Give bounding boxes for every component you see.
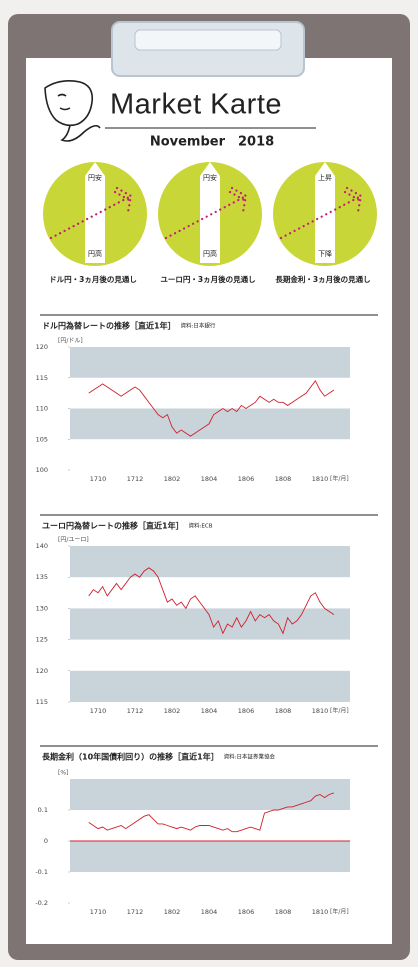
outlook-arrow — [279, 186, 363, 240]
x-tick-label: 1710 — [90, 707, 107, 715]
chart: ユーロ円為替レートの推移［直近1年］ 資料:ECB 115 120 125 130 135 1… — [36, 514, 378, 715]
chart: ドル円為替レートの推移［直近1年］ 資料:日本銀行 100 105 110 115 120 [… — [36, 314, 378, 483]
x-tick-label: 1806 — [238, 475, 255, 483]
grid-band — [70, 608, 350, 640]
x-tick-label: 1810 — [312, 475, 329, 483]
grid-band — [70, 408, 350, 440]
grid-band — [70, 670, 350, 702]
x-tick-label: 1710 — [90, 475, 107, 483]
y-tick-label: 0.1 — [38, 806, 48, 814]
y-tick-label: 140 — [36, 542, 48, 550]
y-tick-label: 0 — [44, 837, 48, 845]
y-unit: [%] — [58, 770, 68, 777]
x-tick-label: 1802 — [164, 475, 181, 483]
y-tick-label: 115 — [36, 374, 48, 382]
outlook-caption: ドル円・3ヵ月後の見通し — [49, 274, 137, 284]
x-tick-label: 1810 — [312, 908, 329, 916]
outlook-top: 上昇 — [318, 173, 332, 182]
outlook-bottom: 下降 — [318, 249, 332, 258]
x-tick-label: 1806 — [238, 908, 255, 916]
outlook-stripe — [200, 162, 220, 263]
outlook-caption: 長期金利・3ヵ月後の見通し — [275, 274, 370, 284]
y-tick-label: 110 — [36, 405, 48, 413]
outlook-arrow — [164, 186, 248, 240]
y-tick-label: 135 — [36, 573, 48, 581]
chart-source: 資料:日本銀行 — [181, 322, 216, 330]
x-unit: [年/月] — [330, 908, 349, 916]
x-tick-label: 1712 — [127, 475, 144, 483]
y-tick-label: 120 — [36, 667, 48, 675]
x-tick-label: 1804 — [201, 475, 218, 483]
x-tick-label: 1804 — [201, 908, 218, 916]
x-unit: [年/月] — [330, 707, 349, 715]
x-tick-label: 1806 — [238, 707, 255, 715]
chart: 長期金利（10年国債利回り）の推移［直近1年］ 資料:日本証券業協会 -0.2 -0.… — [35, 745, 378, 916]
x-tick-label: 1802 — [164, 908, 181, 916]
title: Market Karte — [110, 89, 282, 121]
y-tick-label: -0.1 — [35, 868, 48, 876]
chart-title: ユーロ円為替レートの推移［直近1年］ — [42, 521, 184, 531]
clip-hole — [134, 29, 282, 51]
data-line — [88, 567, 335, 635]
x-tick-label: 1810 — [312, 707, 329, 715]
y-unit: [円/ユーロ] — [58, 537, 89, 544]
chart-title: 長期金利（10年国債利回り）の推移［直近1年］ — [42, 752, 219, 762]
y-tick-label: 125 — [36, 636, 48, 644]
outlook-top: 円安 — [203, 173, 217, 182]
x-tick-label: 1710 — [90, 908, 107, 916]
grid-band — [70, 546, 350, 578]
y-tick-label: 100 — [36, 466, 48, 474]
y-tick-label: 130 — [36, 604, 48, 612]
y-tick-label: -0.2 — [35, 899, 48, 907]
grid-band — [70, 347, 350, 378]
outlook-top: 円安 — [88, 173, 102, 182]
y-tick-label: 120 — [36, 343, 48, 351]
charts: ドル円為替レートの推移［直近1年］ 資料:日本銀行 100 105 110 115 120 [… — [35, 314, 378, 916]
x-tick-label: 1712 — [127, 707, 144, 715]
y-tick-label: 115 — [36, 698, 48, 706]
chart-source: 資料:日本証券業協会 — [224, 753, 276, 761]
y-tick-label: 105 — [36, 435, 48, 443]
grid-band — [70, 779, 350, 810]
outlook-bottom: 円高 — [203, 249, 217, 258]
x-tick-label: 1808 — [275, 707, 292, 715]
outlooks: 円安円高ドル円・3ヵ月後の見通し円安円高ユーロ円・3ヵ月後の見通し上昇下降長期金… — [43, 162, 377, 284]
x-tick-label: 1808 — [275, 475, 292, 483]
logo — [44, 80, 101, 142]
chart-source: 資料:ECB — [189, 522, 213, 530]
date: November 2018 — [150, 135, 274, 150]
x-tick-label: 1712 — [127, 908, 144, 916]
y-unit: [円/ドル] — [58, 338, 83, 345]
x-tick-label: 1804 — [201, 707, 218, 715]
chart-title: ドル円為替レートの推移［直近1年］ — [42, 321, 176, 331]
outlook-bottom: 円高 — [88, 249, 102, 258]
outlook-arrow — [49, 186, 133, 240]
outlook-stripe — [85, 162, 105, 263]
x-unit: [年/月] — [330, 475, 349, 483]
data-line — [88, 792, 335, 833]
outlook-caption: ユーロ円・3ヵ月後の見通し — [160, 274, 255, 284]
data-line — [88, 379, 335, 437]
grid-band — [70, 841, 350, 872]
x-tick-label: 1802 — [164, 707, 181, 715]
outlook-stripe — [315, 162, 335, 263]
x-tick-label: 1808 — [275, 908, 292, 916]
